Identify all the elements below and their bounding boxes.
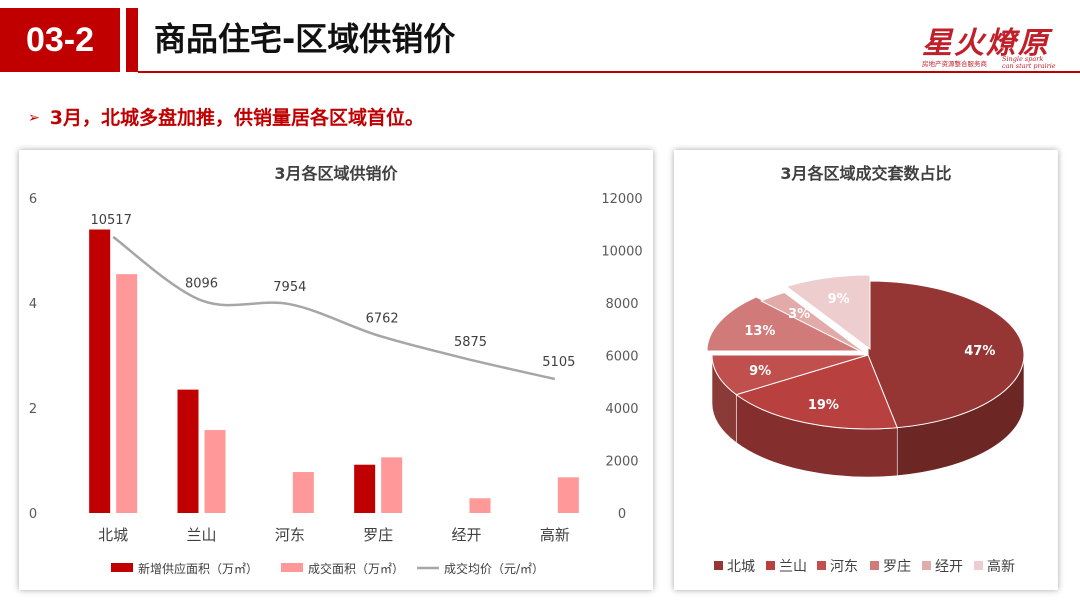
pie-data-label: 47% <box>964 344 995 359</box>
price-data-label: 7954 <box>273 280 306 295</box>
pie-chart-title: 3月各区域成交套数占比 <box>780 164 952 183</box>
pie-slice <box>706 296 864 352</box>
price-line <box>112 235 556 381</box>
key-point: ➢ 3月，北城多盘加推，供销量居各区域首位。 <box>28 103 424 130</box>
supply-bar <box>177 389 199 513</box>
price-data-label: 8096 <box>185 276 218 291</box>
price-data-label: 6762 <box>366 311 399 326</box>
category-label: 高新 <box>540 526 570 544</box>
legend-deal-swatch <box>281 563 303 572</box>
left-axis-tick-label: 4 <box>29 297 37 312</box>
deal-bar <box>116 274 138 513</box>
logo-english: Single spark can start prairie <box>1002 56 1056 70</box>
category-label: 北城 <box>98 526 128 544</box>
pie-legend-label: 北城 <box>727 559 755 575</box>
deal-bar <box>381 457 403 513</box>
right-axis-tick-label: 4000 <box>605 402 638 417</box>
header-divider <box>138 71 1080 73</box>
pie-legend-swatch <box>714 561 723 570</box>
category-label: 兰山 <box>186 526 216 544</box>
pie-slice <box>785 274 871 350</box>
pie-legend-label: 罗庄 <box>883 558 911 575</box>
pie-legend-label: 兰山 <box>779 559 807 575</box>
brand-logo: 星火燎原 房地产资源整合服务商 Single spark can start p… <box>918 18 1058 74</box>
deal-bar <box>469 498 491 513</box>
logo-english-line1: Single spark <box>1002 55 1044 63</box>
pie-legend-label: 高新 <box>987 558 1015 575</box>
pie-legend-swatch <box>974 561 983 570</box>
logo-text: 星火燎原 <box>922 26 1050 61</box>
pie-chart: 47% 19% 9% 13% 3% 9% 北城 兰山 河东 罗庄 经开 高新 <box>706 274 1025 575</box>
section-number: 03-2 <box>25 20 95 59</box>
category-label: 罗庄 <box>363 526 393 544</box>
pie-data-label: 3% <box>788 307 810 322</box>
pie-legend-swatch <box>922 561 931 570</box>
left-axis-tick-label: 2 <box>29 402 37 417</box>
supply-bar <box>354 464 376 513</box>
pie-slice <box>867 280 1025 429</box>
pie-legend-swatch <box>817 561 826 570</box>
combo-chart: 0 2 4 6 0 2000 4000 6000 8000 10000 12000 北城 兰山 河东 罗庄 经… <box>29 192 643 576</box>
key-point-text: 3月，北城多盘加推，供销量居各区域首位。 <box>49 107 424 129</box>
right-axis-tick-label: 8000 <box>605 297 638 312</box>
legend-deal-label: 成交面积（万㎡） <box>308 561 404 576</box>
deal-bar <box>557 477 579 513</box>
pie-legend-label: 经开 <box>935 559 963 575</box>
left-axis-tick-label: 6 <box>29 192 37 207</box>
legend-supply-swatch <box>111 563 133 572</box>
pie-slice <box>711 354 869 396</box>
legend-price-label: 成交均价（元/㎡） <box>444 561 544 576</box>
left-axis-tick-label: 0 <box>29 507 37 522</box>
right-axis-tick-label: 10000 <box>601 245 642 260</box>
right-axis-tick-label: 6000 <box>605 350 638 365</box>
price-data-label: 10517 <box>90 213 131 228</box>
pie-legend-label: 河东 <box>830 559 858 575</box>
deal-share-panel: 3月各区域成交套数占比 47% 19% 9% 13% 3% 9% 北城 兰山 河东 罗庄 经开 高新 <box>674 150 1058 590</box>
price-data-label: 5875 <box>454 335 487 350</box>
price-data-label: 5105 <box>542 355 575 370</box>
pie-data-label: 19% <box>808 398 839 413</box>
right-axis-tick-label: 2000 <box>605 455 638 470</box>
section-number-badge: 03-2 <box>0 8 120 72</box>
supply-demand-price-panel: 3月各区域供销价 0 2 4 6 0 2000 4000 6000 8000 10000 12000… <box>19 150 653 590</box>
pie-legend-swatch <box>870 561 879 570</box>
right-axis-tick-label: 12000 <box>601 192 642 207</box>
pie-data-label: 9% <box>749 364 771 379</box>
logo-subtitle: 房地产资源整合服务商 <box>922 60 987 68</box>
pie-slice <box>735 354 898 430</box>
legend-supply-label: 新增供应面积（万㎡） <box>138 561 258 576</box>
pie-slice <box>760 291 869 356</box>
deal-bar <box>204 430 226 513</box>
logo-english-line2: can start prairie <box>1002 62 1056 70</box>
pie-data-label: 13% <box>744 324 775 339</box>
page-title: 商品住宅-区域供销价 <box>154 20 456 58</box>
arrow-bullet-icon: ➢ <box>28 110 40 126</box>
pie-legend-swatch <box>766 561 775 570</box>
category-label: 经开 <box>451 526 481 544</box>
right-axis-tick-label: 0 <box>618 507 626 522</box>
supply-bar <box>89 229 111 513</box>
combo-chart-title: 3月各区域供销价 <box>274 164 398 183</box>
header-accent-bar <box>126 8 138 72</box>
pie-data-label: 9% <box>828 292 850 307</box>
deal-bar <box>292 472 314 513</box>
category-label: 河东 <box>275 526 305 544</box>
